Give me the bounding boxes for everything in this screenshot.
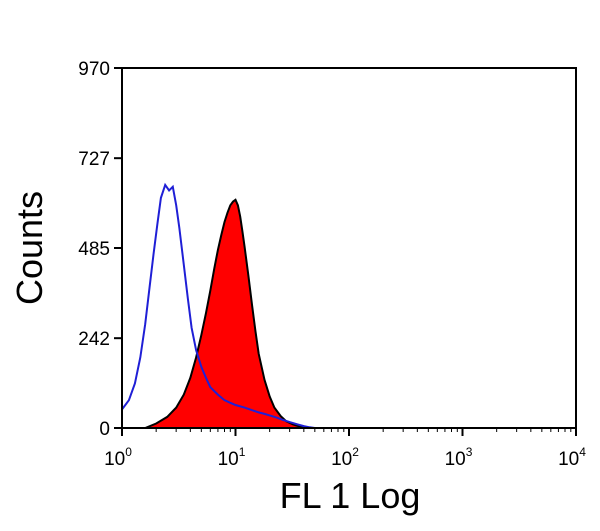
y-axis-title: Counts bbox=[9, 191, 50, 305]
y-tick-label: 727 bbox=[78, 149, 110, 170]
x-tick-label: 100 bbox=[104, 445, 132, 470]
x-tick-label: 101 bbox=[218, 445, 246, 470]
y-axis-ticks: 0 242 485 727 970 bbox=[78, 59, 122, 440]
x-axis-title: FL 1 Log bbox=[280, 475, 421, 516]
y-tick-label: 970 bbox=[78, 59, 110, 80]
x-axis-ticks: 100 101 102 103 104 bbox=[104, 428, 586, 470]
y-tick-label: 485 bbox=[78, 239, 110, 260]
histogram-outline bbox=[121, 182, 315, 429]
x-tick-label: 104 bbox=[558, 445, 586, 470]
y-tick-label: 242 bbox=[78, 329, 110, 350]
histogram-filled bbox=[144, 198, 310, 429]
x-tick-label: 102 bbox=[331, 445, 359, 470]
x-tick-label: 103 bbox=[445, 445, 473, 470]
series-layer bbox=[121, 182, 315, 429]
plot-frame bbox=[121, 67, 577, 429]
y-tick-label: 0 bbox=[99, 419, 110, 440]
